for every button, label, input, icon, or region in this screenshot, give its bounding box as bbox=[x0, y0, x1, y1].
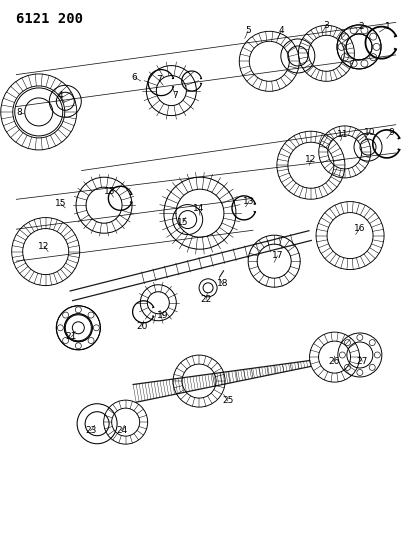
Text: 15: 15 bbox=[55, 199, 66, 208]
Text: 10: 10 bbox=[364, 128, 375, 136]
Text: 19: 19 bbox=[157, 311, 169, 320]
Text: 25: 25 bbox=[222, 397, 233, 405]
Text: 2: 2 bbox=[358, 22, 364, 31]
Text: 9: 9 bbox=[389, 128, 395, 136]
Text: 7: 7 bbox=[156, 76, 162, 84]
Text: 16: 16 bbox=[354, 224, 366, 232]
Text: 8: 8 bbox=[17, 109, 22, 117]
Text: 13: 13 bbox=[104, 188, 116, 196]
Text: 15: 15 bbox=[177, 219, 188, 227]
Text: 21: 21 bbox=[66, 333, 77, 341]
Text: 12: 12 bbox=[305, 156, 317, 164]
Text: 23: 23 bbox=[85, 426, 96, 435]
Text: 20: 20 bbox=[136, 322, 148, 330]
Text: 1: 1 bbox=[385, 22, 390, 31]
Text: 24: 24 bbox=[116, 426, 127, 435]
Text: 17: 17 bbox=[272, 252, 283, 260]
Text: 26: 26 bbox=[328, 357, 339, 366]
Text: 4: 4 bbox=[58, 92, 63, 100]
Text: 5: 5 bbox=[245, 27, 251, 35]
Text: 11: 11 bbox=[337, 130, 348, 139]
Text: 7: 7 bbox=[173, 92, 178, 100]
Text: 22: 22 bbox=[200, 295, 212, 304]
Text: 6121 200: 6121 200 bbox=[16, 12, 82, 26]
Text: 6: 6 bbox=[132, 73, 137, 82]
Text: 13: 13 bbox=[243, 197, 255, 206]
Text: 14: 14 bbox=[193, 205, 205, 213]
Text: 18: 18 bbox=[217, 279, 228, 288]
Text: 27: 27 bbox=[357, 357, 368, 366]
Text: 4: 4 bbox=[279, 27, 284, 35]
Text: 12: 12 bbox=[38, 242, 50, 251]
Text: 3: 3 bbox=[324, 21, 329, 30]
